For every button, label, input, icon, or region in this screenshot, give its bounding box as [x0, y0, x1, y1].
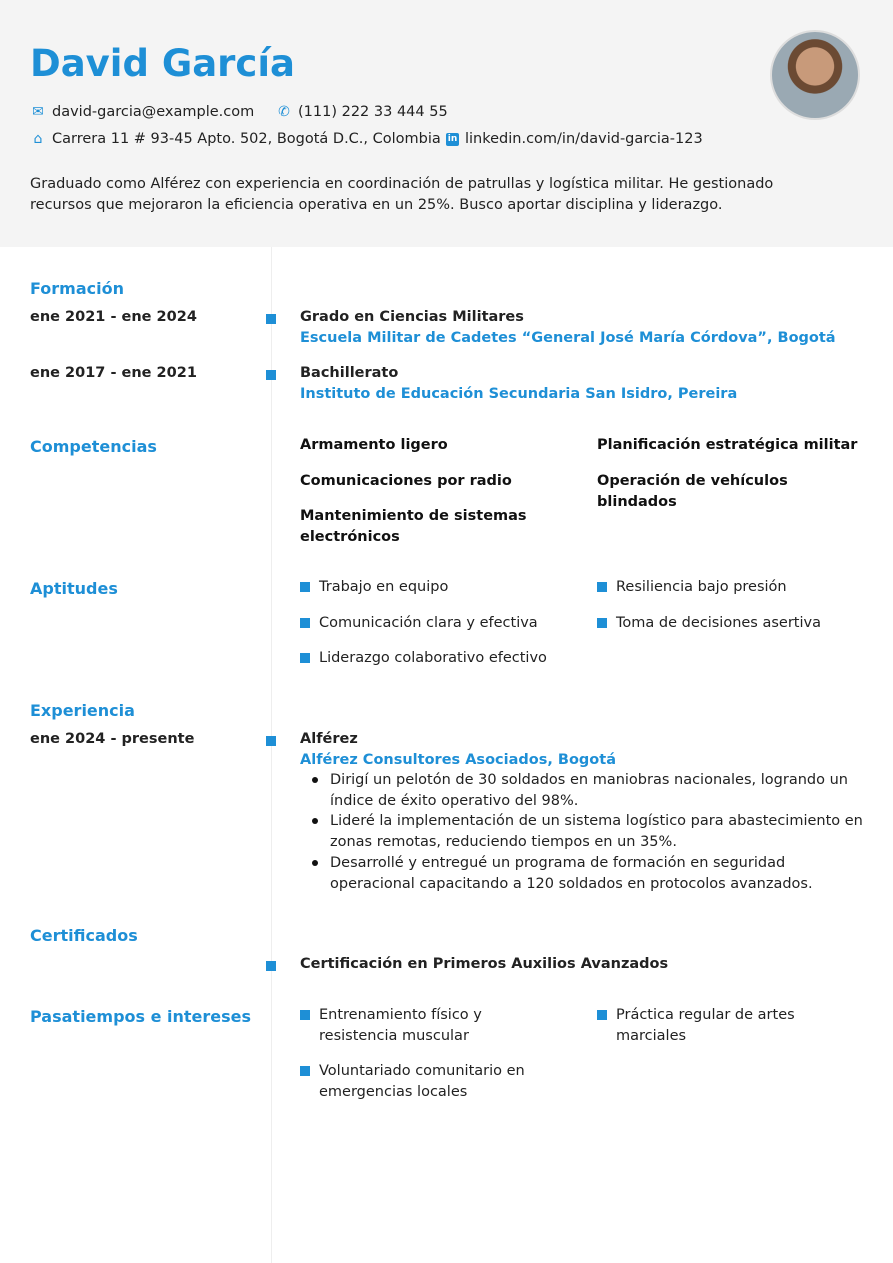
aptitude-item: Trabajo en equipo [300, 577, 560, 598]
bullet-item: Lideré la implementación de un sistema l… [312, 811, 870, 852]
school: Escuela Militar de Cadetes “General José… [300, 330, 836, 346]
skill-item: Mantenimiento de sistemas electrónicos [300, 508, 527, 545]
hobby-item: Práctica regular de artes marciales [597, 1005, 827, 1047]
role: Alférez [300, 731, 358, 747]
degree: Bachillerato [300, 365, 399, 381]
linkedin-icon: in [446, 132, 459, 146]
experience-dates: ene 2024 - presente [30, 731, 195, 747]
summary: Graduado como Alférez con experiencia en… [30, 176, 774, 213]
timeline-marker [266, 370, 276, 380]
contact-address: ⌂ Carrera 11 # 93-45 Apto. 502, Bogotá D.… [30, 131, 441, 147]
certificate-item: Certificación en Primeros Auxilios Avanz… [300, 956, 669, 972]
company: Alférez Consultores Asociados, Bogotá [300, 752, 616, 768]
experience-bullets: Dirigí un pelotón de 30 soldados en mani… [312, 770, 870, 894]
section-hobbies-title: Pasatiempos e intereses [30, 1007, 252, 1026]
contact-linkedin[interactable]: in linkedin.com/in/david-garcia-123 [446, 131, 703, 147]
skill-item: Comunicaciones por radio [300, 473, 512, 489]
experience-entry: Alférez Alférez Consultores Asociados, Bo… [300, 729, 616, 771]
hobby-item: Entrenamiento físico y resistencia muscu… [300, 1005, 540, 1047]
aptitude-item: Liderazgo colaborativo efectivo [300, 648, 560, 669]
skill-item: Planificación estratégica militar [597, 437, 858, 453]
education-dates: ene 2017 - ene 2021 [30, 365, 197, 381]
header: David García ✉ david-garcia@example.com ✆… [0, 0, 893, 247]
section-education-title: Formación [30, 279, 124, 298]
aptitude-item: Toma de decisiones asertiva [597, 613, 857, 634]
section-skills-title: Competencias [30, 437, 157, 456]
skill-item: Operación de vehículos blindados [597, 473, 788, 510]
skill-item: Armamento ligero [300, 437, 448, 453]
section-certificates-title: Certificados [30, 926, 138, 945]
timeline-marker [266, 961, 276, 971]
section-experience-title: Experiencia [30, 701, 135, 720]
school: Instituto de Educación Secundaria San Is… [300, 386, 738, 402]
degree: Grado en Ciencias Militares [300, 309, 524, 325]
section-aptitudes-title: Aptitudes [30, 579, 118, 598]
education-dates: ene 2021 - ene 2024 [30, 309, 197, 325]
education-entry: Grado en Ciencias Militares Escuela Milit… [300, 307, 836, 349]
address-text: Carrera 11 # 93-45 Apto. 502, Bogotá D.C… [52, 131, 441, 147]
timeline-line [271, 247, 272, 1263]
candidate-name: David García [30, 42, 296, 85]
linkedin-text: linkedin.com/in/david-garcia-123 [465, 131, 703, 147]
phone-text: (111) 222 33 444 55 [298, 104, 448, 120]
bullet-item: Desarrollé y entregué un programa de for… [312, 853, 870, 894]
home-icon: ⌂ [33, 131, 43, 147]
phone-icon: ✆ [278, 104, 290, 120]
contact-phone[interactable]: ✆ (111) 222 33 444 55 [276, 104, 448, 120]
hobby-item: Voluntariado comunitario en emergencias … [300, 1061, 560, 1103]
contact-email[interactable]: ✉ david-garcia@example.com [30, 104, 254, 120]
aptitude-item: Comunicación clara y efectiva [300, 613, 560, 634]
education-entry: Bachillerato Instituto de Educación Secun… [300, 363, 737, 405]
profile-photo [770, 30, 860, 120]
bullet-item: Dirigí un pelotón de 30 soldados en mani… [312, 770, 870, 811]
envelope-icon: ✉ [32, 104, 44, 120]
timeline-marker [266, 314, 276, 324]
email-text: david-garcia@example.com [52, 104, 255, 120]
timeline-marker [266, 736, 276, 746]
aptitude-item: Resiliencia bajo presión [597, 577, 857, 598]
